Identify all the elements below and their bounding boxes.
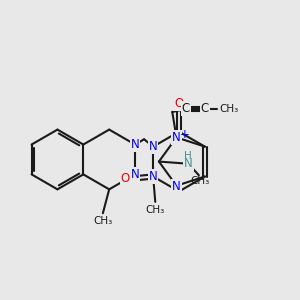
Text: N: N (149, 140, 158, 153)
Text: N: N (131, 168, 140, 181)
Text: N: N (149, 170, 158, 183)
Text: C: C (201, 102, 209, 116)
Text: N: N (172, 180, 181, 193)
Text: N: N (172, 131, 181, 144)
Text: CH₃: CH₃ (146, 205, 165, 215)
Text: N: N (184, 157, 193, 170)
Text: N: N (131, 138, 140, 151)
Text: H: H (184, 151, 192, 161)
Text: CH₃: CH₃ (220, 104, 239, 114)
Text: +: + (179, 128, 189, 141)
Text: O: O (174, 97, 184, 110)
Text: CH₃: CH₃ (190, 176, 209, 186)
Text: O: O (121, 172, 130, 185)
Text: CH₃: CH₃ (93, 216, 112, 226)
Text: C: C (182, 102, 190, 116)
